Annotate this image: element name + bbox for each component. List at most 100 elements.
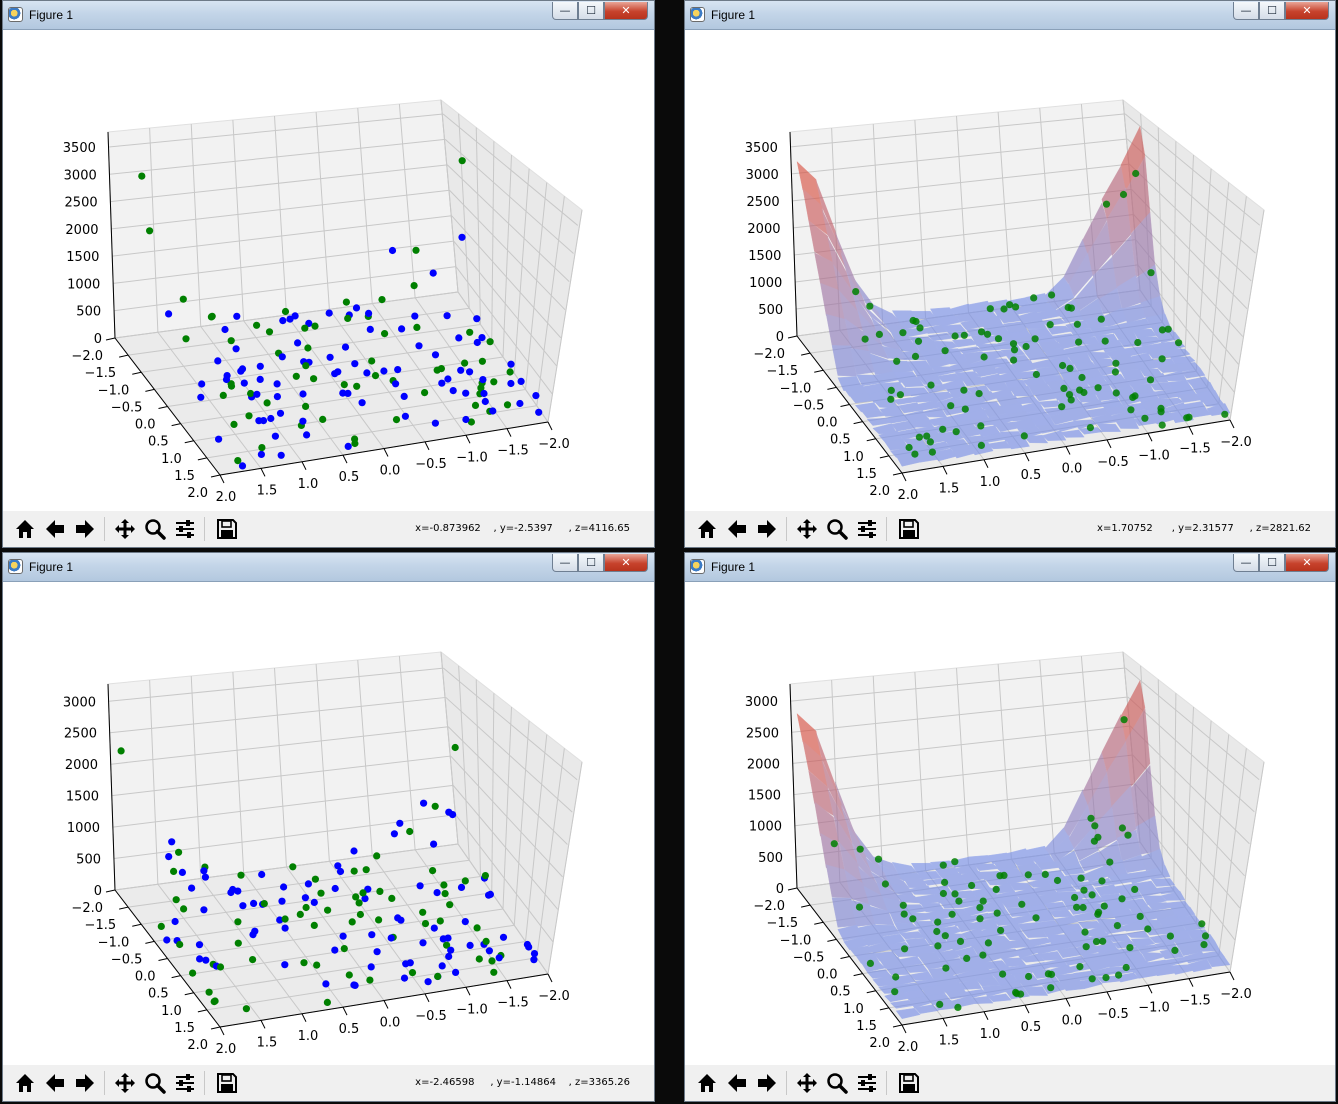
pan-button[interactable] xyxy=(793,1069,821,1097)
plot-canvas[interactable]: 0 500 1000 1500 2000 2500 3000 3500 −2.0 −1.5 −1.0… xyxy=(685,30,1335,513)
home-button[interactable] xyxy=(693,1069,721,1097)
maximize-button[interactable]: ☐ xyxy=(578,2,604,20)
save-button[interactable] xyxy=(213,515,241,543)
close-button[interactable]: ✕ xyxy=(604,2,648,20)
predicted-data-point xyxy=(485,947,493,955)
close-button[interactable]: ✕ xyxy=(604,554,648,572)
back-button[interactable] xyxy=(723,515,751,543)
training-data-point xyxy=(928,448,936,456)
wall-grid-line xyxy=(450,755,563,878)
training-data-point xyxy=(419,908,427,916)
training-data-point xyxy=(436,917,444,925)
wall-grid-line xyxy=(872,675,884,877)
training-data-point xyxy=(429,867,437,875)
pan-button[interactable] xyxy=(111,1069,139,1097)
predicted-data-point xyxy=(229,885,237,894)
maximize-button[interactable]: ☐ xyxy=(1259,2,1285,20)
3d-axes[interactable]: 0 500 1000 1500 2000 2500 3000 3500 −2.0 −1.5 −1.0… xyxy=(3,30,655,513)
home-button[interactable] xyxy=(11,515,39,543)
predicted-data-point xyxy=(517,377,525,385)
predicted-data-point xyxy=(449,387,457,395)
training-data-point xyxy=(1098,877,1106,885)
predicted-data-point xyxy=(326,353,334,361)
title-bar[interactable]: Figure 1 — ☐ ✕ xyxy=(685,553,1335,582)
minimize-button[interactable]: — xyxy=(1233,2,1259,20)
predicted-data-point xyxy=(396,819,404,827)
3d-axes[interactable]: 0 500 1000 1500 2000 2500 3000 −2.0 −1.5 −1.0 −0.5… xyxy=(3,582,655,1067)
training-data-point xyxy=(1092,938,1101,946)
configure-subplots-button[interactable] xyxy=(171,515,199,543)
predicted-data-point xyxy=(400,392,408,400)
close-button[interactable]: ✕ xyxy=(1285,554,1329,572)
back-button[interactable] xyxy=(723,1069,751,1097)
configure-subplots-button[interactable] xyxy=(853,515,881,543)
training-data-point xyxy=(1171,946,1179,954)
predicted-data-point xyxy=(256,362,264,370)
training-data-point xyxy=(317,889,325,897)
training-data-point xyxy=(311,875,319,883)
forward-button[interactable] xyxy=(71,1069,99,1097)
wall-grid-line xyxy=(1157,127,1163,323)
training-data-point xyxy=(1031,335,1039,343)
predicted-data-point xyxy=(489,407,497,415)
x-tick-mark xyxy=(901,472,907,482)
forward-button[interactable] xyxy=(753,515,781,543)
plot-canvas[interactable]: 0 500 1000 1500 2000 2500 3000 3500 −2.0 −1.5 −1.0… xyxy=(3,30,654,513)
surface-facet xyxy=(1048,909,1074,918)
predicted-surface xyxy=(796,125,1231,467)
maximize-button[interactable]: ☐ xyxy=(1259,554,1285,572)
predicted-data-point xyxy=(352,304,361,312)
zoom-button[interactable] xyxy=(141,515,169,543)
title-bar[interactable]: Figure 1 — ☐ ✕ xyxy=(685,1,1335,30)
zoom-button[interactable] xyxy=(823,515,851,543)
training-data-point xyxy=(310,375,318,383)
x-tick-label: −2.0 xyxy=(1220,987,1252,1002)
training-data-point xyxy=(441,890,449,898)
configure-subplots-button[interactable] xyxy=(171,1069,199,1097)
3d-axes[interactable]: 0 500 1000 1500 2000 2500 3000 3500 −2.0 −1.5 −1.0… xyxy=(685,30,1336,513)
pan-button[interactable] xyxy=(793,515,821,543)
z-tick-label: 1500 xyxy=(748,249,781,264)
surface-facet xyxy=(891,861,918,874)
zoom-button[interactable] xyxy=(823,1069,851,1097)
maximize-button[interactable]: ☐ xyxy=(578,554,604,572)
surface-facet xyxy=(998,370,1024,383)
training-data-point xyxy=(979,897,987,905)
home-button[interactable] xyxy=(693,515,721,543)
title-bar[interactable]: Figure 1 — ☐ ✕ xyxy=(3,553,654,582)
save-button[interactable] xyxy=(895,515,923,543)
minimize-button[interactable]: — xyxy=(552,554,578,572)
surface-facet xyxy=(1132,328,1157,339)
z-tick-label: 2500 xyxy=(746,726,779,741)
training-data-point xyxy=(1079,903,1087,912)
y-tick-label: 0.5 xyxy=(830,985,851,1000)
minimize-button[interactable]: — xyxy=(552,2,578,20)
configure-subplots-button[interactable] xyxy=(853,1069,881,1097)
y-tick-label: 2.0 xyxy=(187,486,208,501)
save-button[interactable] xyxy=(895,1069,923,1097)
home-button[interactable] xyxy=(11,1069,39,1097)
figure-window-bottom-right: Figure 1 — ☐ ✕ 0 500 1000 1500 2000 2500 3000 −… xyxy=(684,552,1336,1102)
surface-facet xyxy=(896,428,922,440)
forward-button[interactable] xyxy=(753,1069,781,1097)
training-data-point xyxy=(1046,321,1054,329)
close-button[interactable]: ✕ xyxy=(1285,2,1329,20)
minimize-button[interactable]: — xyxy=(1233,554,1259,572)
title-bar[interactable]: Figure 1 — ☐ ✕ xyxy=(3,1,654,30)
wall-grid-line xyxy=(442,113,579,226)
back-button[interactable] xyxy=(41,1069,69,1097)
surface-facet xyxy=(1011,360,1037,374)
z-tick-label: 1000 xyxy=(749,276,782,291)
plot-canvas[interactable]: 0 500 1000 1500 2000 2500 3000 −2.0 −1.5 −1.0 −0.5… xyxy=(685,582,1335,1067)
forward-button[interactable] xyxy=(71,515,99,543)
pan-button[interactable] xyxy=(111,515,139,543)
surface-facet xyxy=(1003,875,1029,885)
zoom-button[interactable] xyxy=(141,1069,169,1097)
predicted-data-point xyxy=(303,431,311,439)
training-data-point xyxy=(1075,338,1083,346)
back-button[interactable] xyxy=(41,515,69,543)
training-data-point xyxy=(211,997,219,1005)
3d-axes[interactable]: 0 500 1000 1500 2000 2500 3000 −2.0 −1.5 −1.0 −0.5… xyxy=(685,582,1336,1067)
plot-canvas[interactable]: 0 500 1000 1500 2000 2500 3000 −2.0 −1.5 −1.0 −0.5… xyxy=(3,582,654,1067)
save-button[interactable] xyxy=(213,1069,241,1097)
